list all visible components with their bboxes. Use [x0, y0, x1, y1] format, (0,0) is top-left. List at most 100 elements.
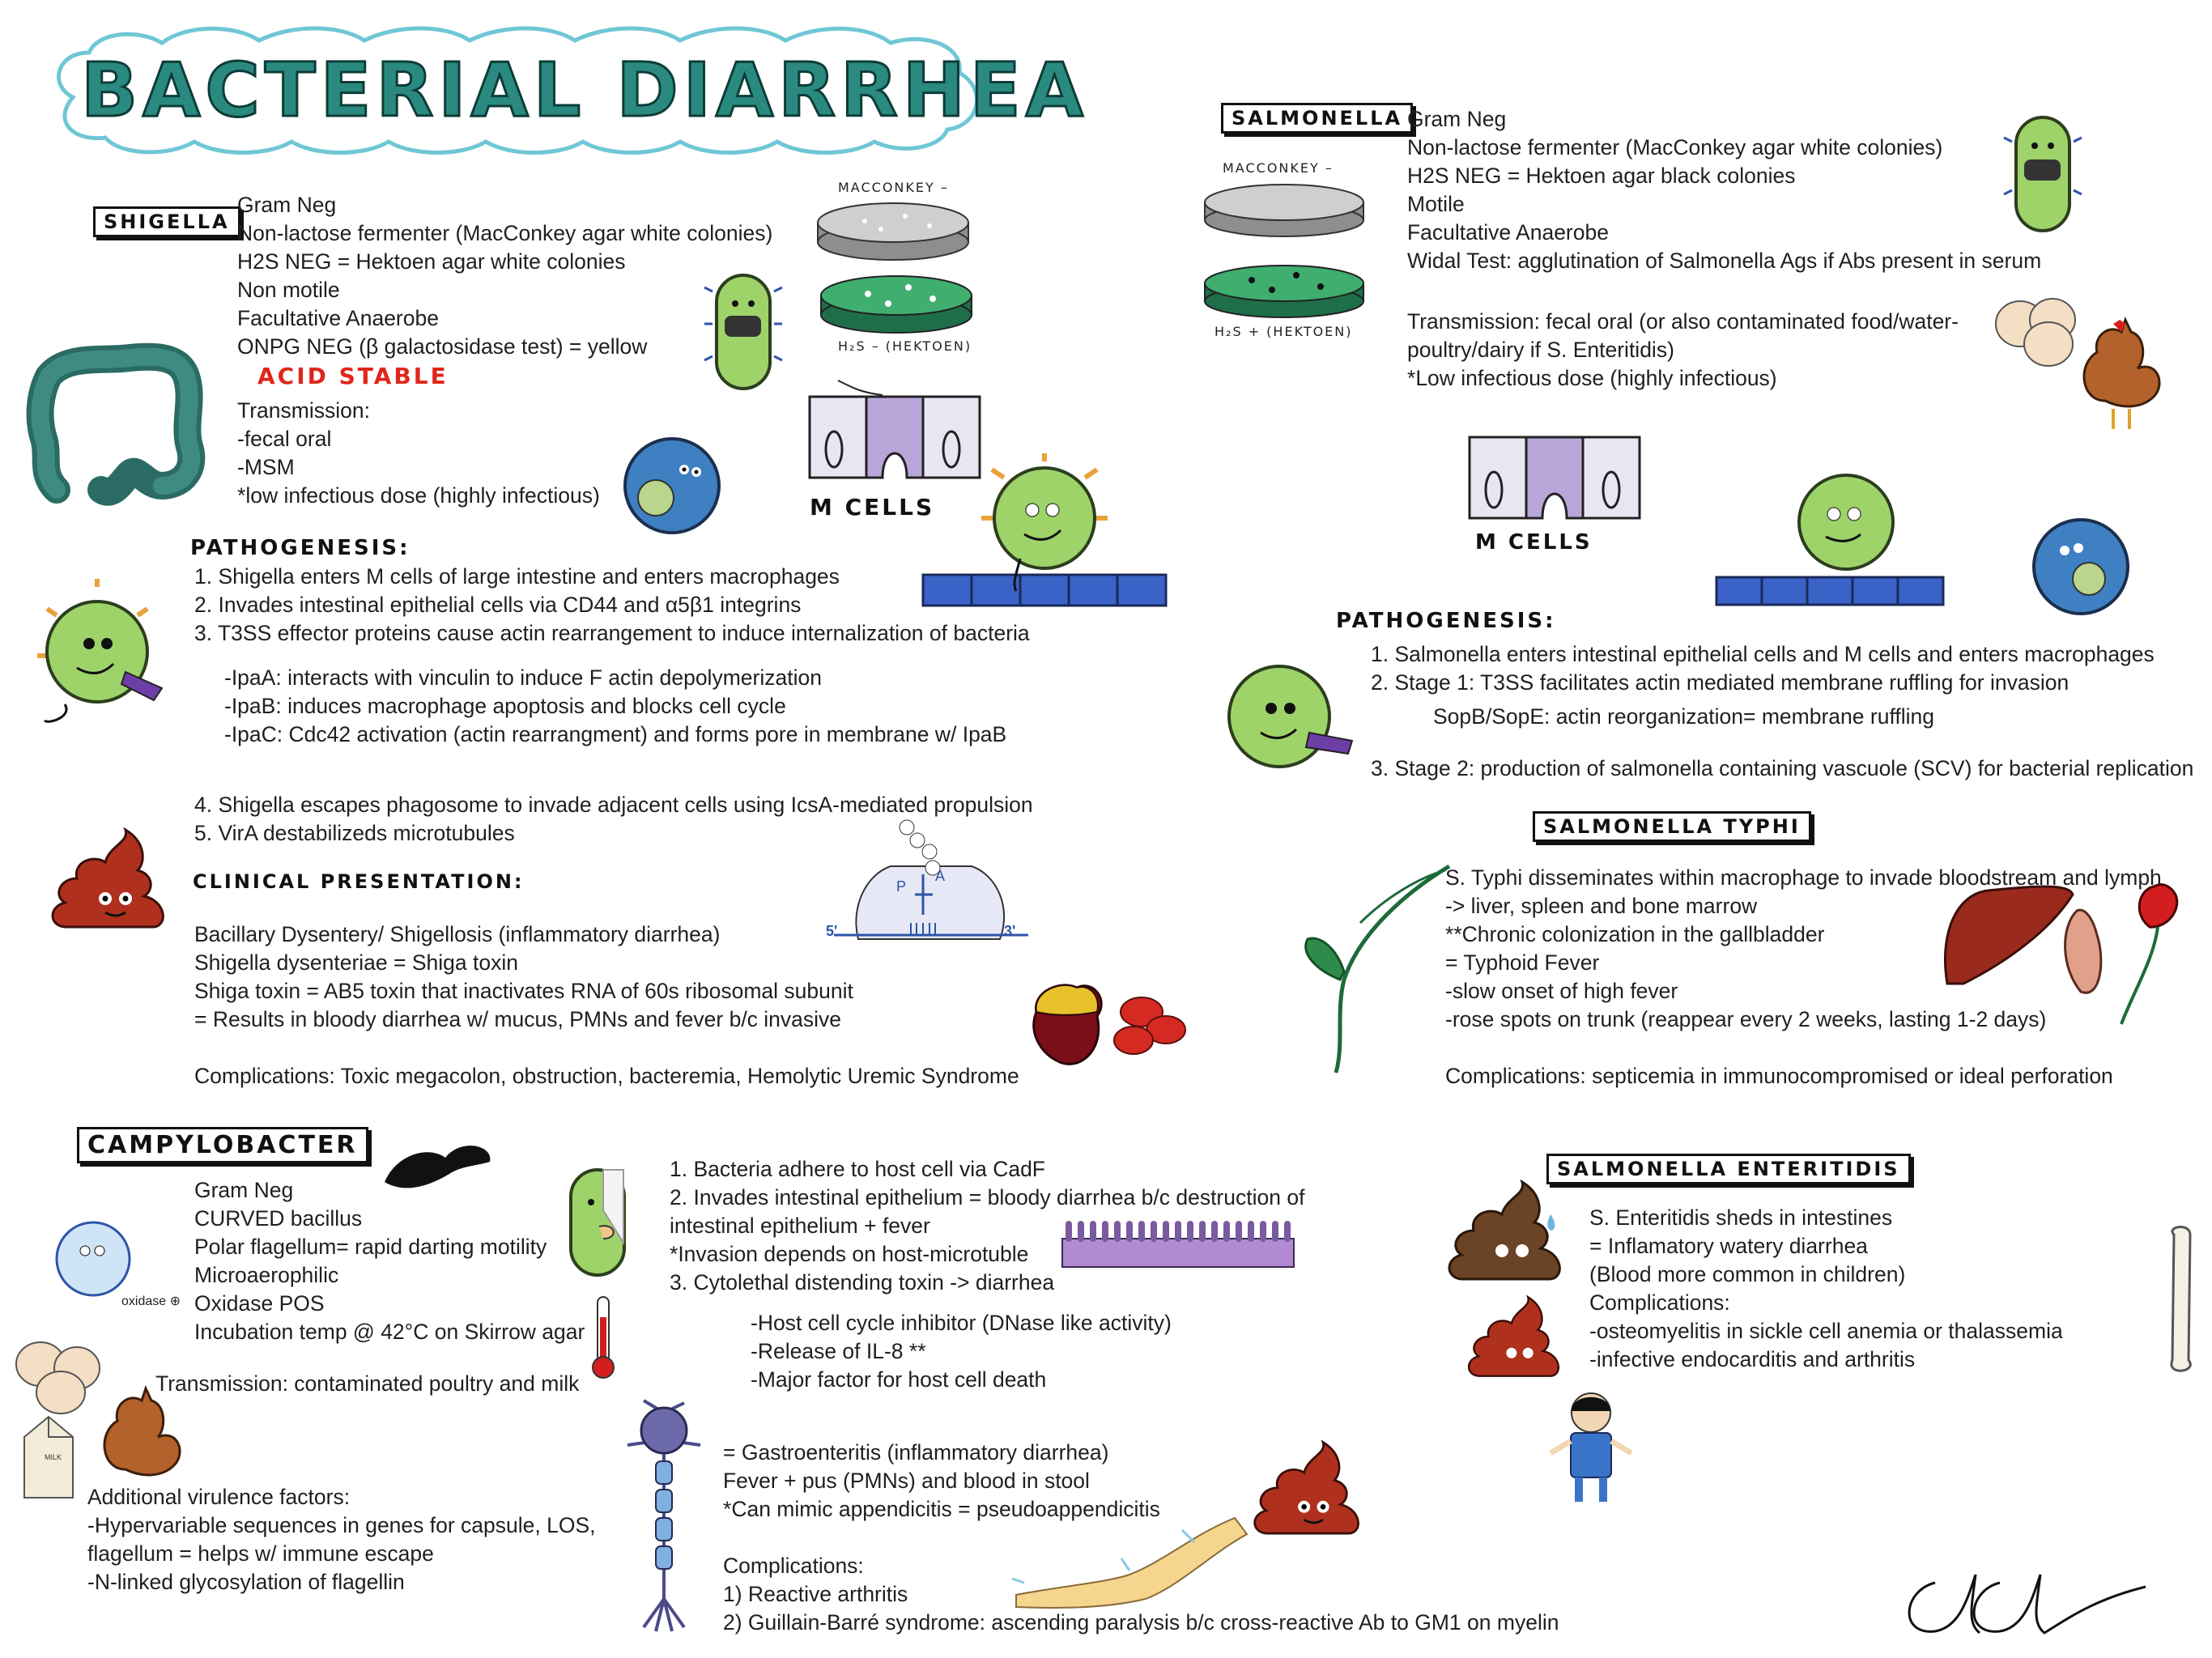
- typhi-line: **Chronic colonization in the gallbladde…: [1445, 922, 1825, 946]
- campylobacter-step: 1. Bacteria adhere to host cell via CadF: [670, 1157, 1045, 1181]
- ipa-item: -IpaC: Cdc42 activation (actin rearrangm…: [224, 722, 1007, 746]
- clinical-line: *Can mimic appendicitis = pseudoappendic…: [723, 1497, 1160, 1521]
- salmonella-fact: Widal Test: agglutination of Salmonella …: [1407, 249, 2042, 273]
- mustache-curved-icon: [385, 1146, 491, 1188]
- salmonella-rod-bacterium-icon: [2003, 116, 2082, 232]
- toxin-line: -Host cell cycle inhibitor (DNase like a…: [751, 1311, 1172, 1335]
- pathogenesis-step: 3. T3SS effector proteins cause actin re…: [194, 621, 1030, 645]
- campylobacter-poop-icon: [1253, 1439, 1359, 1535]
- liver-spleen-rose-icon: [1943, 883, 2179, 1025]
- clinical-item: = Results in bloody diarrhea w/ mucus, P…: [194, 1007, 842, 1031]
- virulence-line: Additional virulence factors:: [87, 1485, 351, 1509]
- eggs-chicken-icon: [1995, 298, 2161, 429]
- clinical-item: Bacillary Dysentery/ Shigellosis (inflam…: [194, 922, 721, 946]
- typhi-label: SALMONELLA TYPHI: [1533, 811, 1811, 842]
- shigella-fact: Non-lactose fermenter (MacConkey agar wh…: [237, 221, 773, 245]
- transmission-heading: Transmission:: [237, 398, 370, 423]
- neuron-icon: [627, 1399, 701, 1632]
- rod-bacterium-mask-icon: [704, 274, 783, 390]
- hektoen-label: H₂S – (HEKTOEN): [838, 338, 972, 354]
- campylobacter-toxin: -Host cell cycle inhibitor (DNase like a…: [751, 1309, 1172, 1394]
- macrophage-icon: [623, 437, 721, 534]
- shigella-label: SHIGELLA: [93, 206, 240, 237]
- campylobacter-label: CAMPYLOBACTER: [77, 1127, 368, 1163]
- salmonella-m-cells-label: M CELLS: [1475, 530, 1593, 555]
- campylobacter-bacterium-icon: [569, 1168, 626, 1277]
- shigella-clinical-list: Bacillary Dysentery/ Shigellosis (inflam…: [194, 920, 853, 1034]
- campylobacter-steps: 1. Bacteria adhere to host cell via CadF…: [670, 1155, 1304, 1297]
- stage2-line: 3. Stage 2: production of salmonella con…: [1371, 756, 2194, 780]
- toxin-line: -Major factor for host cell death: [751, 1367, 1047, 1392]
- macconkey-label: MACCONKEY –: [838, 180, 949, 195]
- typhi-lines: S. Typhi disseminates within macrophage …: [1445, 864, 2162, 1034]
- shigella-pathogenesis-heading: PATHOGENESIS:: [190, 536, 410, 560]
- shigella-complications: Complications: Toxic megacolon, obstruct…: [194, 1064, 1019, 1088]
- transmission-line: *Low infectious dose (highly infectious): [1407, 366, 1777, 390]
- campylobacter-fact: Oxidase POS: [194, 1291, 325, 1316]
- villi-epithelium-icon: [1061, 1221, 1295, 1268]
- gallbladder-icon: [1304, 864, 1451, 1073]
- campylobacter-facts: Gram Neg CURVED bacillus Polar flagellum…: [194, 1176, 585, 1346]
- m-cells-label: M CELLS: [810, 494, 935, 521]
- complication-line: 2) Guillain-Barré syndrome: ascending pa…: [723, 1610, 1559, 1635]
- acid-stable-label: ACID STABLE: [257, 363, 449, 389]
- virulence-line: flagellum = helps w/ immune escape: [87, 1541, 434, 1566]
- campylobacter-fact: Microaerophilic: [194, 1263, 339, 1287]
- complication-line: 1) Reactive arthritis: [723, 1582, 908, 1606]
- campylobacter-step: *Invasion depends on host-microtuble: [670, 1242, 1029, 1266]
- colon-icon: [26, 342, 206, 506]
- transmission-item: -MSM: [237, 455, 295, 479]
- shigella-facts: Gram Neg Non-lactose fermenter (MacConke…: [237, 191, 772, 361]
- ribosome-diagram: [834, 819, 1028, 940]
- oxidase-cell-icon: [55, 1221, 131, 1297]
- pathogenesis-step: 1. Shigella enters M cells of large inte…: [194, 564, 840, 589]
- poop-icon: [51, 827, 164, 929]
- ipa-list: -IpaA: interacts with vinculin to induce…: [224, 664, 1006, 749]
- signature: [1908, 1574, 2146, 1635]
- typhi-line: -rose spots on trunk (reappear every 2 w…: [1445, 1007, 2047, 1031]
- salmonella-hektoen-label: H₂S + (HEKTOEN): [1214, 324, 1353, 339]
- campylobacter-fact: CURVED bacillus: [194, 1206, 363, 1231]
- campylobacter-fact: Gram Neg: [194, 1178, 294, 1202]
- child-icon: [1549, 1392, 1633, 1502]
- salmonella-transmission: Transmission: fecal oral (or also contam…: [1407, 308, 1959, 393]
- campylobacter-complications: Complications: 1) Reactive arthritis 2) …: [723, 1552, 1559, 1637]
- pathogenesis-step: 4. Shigella escapes phagosome to invade …: [194, 793, 1033, 817]
- small-poop-icon: [1467, 1295, 1559, 1377]
- m-cells-diagram: [808, 380, 981, 479]
- transmission-item: -fecal oral: [237, 427, 332, 451]
- thermometer-icon: [592, 1296, 615, 1379]
- ribosome-site-p-label: P: [896, 878, 907, 895]
- inflamed-arm-icon: [1011, 1516, 1249, 1609]
- transmission-line: Transmission: fecal oral (or also contam…: [1407, 309, 1959, 334]
- campylobacter-fact: Polar flagellum= rapid darting motility: [194, 1235, 547, 1259]
- campylobacter-clinical: = Gastroenteritis (inflammatory diarrhea…: [723, 1439, 1160, 1524]
- salmonella-pathogenesis-heading: PATHOGENESIS:: [1336, 609, 1556, 633]
- salmonella-macconkey-label: MACCONKEY –: [1223, 160, 1334, 176]
- hektoen-plate-icon: [820, 275, 972, 334]
- blood-rbc-icon: [1032, 984, 1186, 1065]
- shigella-fact: Facultative Anaerobe: [237, 306, 439, 330]
- salmonella-macrophage-icon: [2032, 518, 2129, 615]
- salmonella-hektoen-plate-icon: [1204, 265, 1364, 318]
- ribosome-site-a-label: A: [935, 868, 946, 884]
- shigella-pathogenesis-list: 1. Shigella enters M cells of large inte…: [194, 563, 1030, 648]
- campylobacter-step: intestinal epithelium + fever: [670, 1214, 930, 1238]
- pathogenesis-step: 5. VirA destabilizeds microtubules: [194, 821, 515, 845]
- virulence-line: -N-linked glycosylation of flagellin: [87, 1570, 405, 1594]
- shigella-fact: Gram Neg: [237, 193, 337, 217]
- enteritidis-label: SALMONELLA ENTERITIDIS: [1546, 1154, 1911, 1184]
- enteritidis-line: S. Enteritidis sheds in intestines: [1589, 1205, 1893, 1230]
- salmonella-label: SALMONELLA: [1221, 103, 1414, 134]
- page-title: BACTERIAL DIARRHEA: [80, 46, 1088, 135]
- typhi-complications: Complications: septicemia in immunocompr…: [1445, 1064, 2113, 1088]
- oxidase-label: oxidase ⊕: [121, 1295, 181, 1308]
- enteritidis-lines: S. Enteritidis sheds in intestines = Inf…: [1589, 1204, 2063, 1374]
- clinical-line: = Gastroenteritis (inflammatory diarrhea…: [723, 1440, 1109, 1465]
- milk-label: MILK: [45, 1453, 62, 1461]
- salmonella-facts: Gram Neg Non-lactose fermenter (MacConke…: [1407, 105, 2041, 275]
- enteritidis-line: = Inflamatory watery diarrhea: [1589, 1234, 1868, 1258]
- clinical-line: Fever + pus (PMNs) and blood in stool: [723, 1469, 1090, 1493]
- clinical-item: Shiga toxin = AB5 toxin that inactivates…: [194, 979, 853, 1003]
- bone-icon: [2170, 1226, 2192, 1372]
